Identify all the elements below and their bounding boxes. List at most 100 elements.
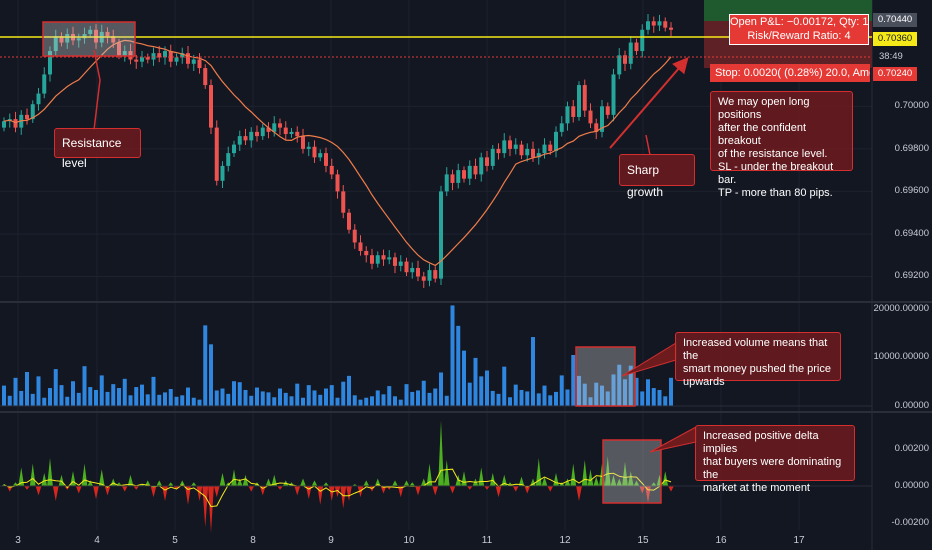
volume-bar [640, 391, 645, 406]
candle-body [571, 106, 576, 117]
price-axis-tick: 0.70000 [894, 100, 929, 112]
volume-bar [456, 325, 461, 406]
delta-area-segment [18, 467, 25, 487]
volume-bar [329, 385, 334, 406]
delta-area-segment [121, 486, 128, 492]
candle-body [490, 148, 495, 166]
candle-body [214, 127, 219, 181]
candle-body [467, 165, 472, 179]
volume-bar [59, 385, 64, 406]
candle-body [416, 267, 420, 277]
volume-bar [628, 365, 633, 406]
delta-area-segment [35, 486, 42, 496]
candle-body [226, 153, 231, 166]
delta-area-segment [495, 486, 502, 498]
delta-area-segment [265, 478, 272, 487]
volume-bar [13, 377, 18, 406]
delta-area-segment [587, 469, 594, 487]
delta-area-segment [432, 486, 439, 496]
candle-body [312, 146, 317, 158]
volume-bar [214, 390, 219, 406]
current-price-label: 0.70440 [873, 13, 917, 27]
delta-area-segment [271, 474, 278, 487]
candle-body [427, 270, 432, 281]
delta-area-segment [541, 476, 548, 487]
price-axis-tick: 0.00000 [894, 480, 929, 492]
delta-area-segment [524, 486, 531, 494]
trade-pnl-box[interactable]: Open P&L: −0.00172, Qty: 124 Risk/Reward… [729, 14, 869, 45]
candle-body [168, 51, 173, 62]
delta-area-segment [374, 478, 381, 487]
volume-bar [278, 388, 282, 406]
volume-note: Increased volume means that the smart mo… [675, 332, 841, 388]
volume-bar [462, 350, 466, 406]
time-axis-tick: 3 [15, 535, 21, 546]
candle-body [582, 85, 587, 111]
volume-bar [260, 391, 265, 406]
candle-body [209, 85, 213, 128]
volume-bar [594, 382, 599, 406]
delta-area-segment [403, 480, 410, 487]
candle-body [554, 131, 558, 151]
volume-bar [203, 325, 208, 406]
candle-body [249, 131, 254, 141]
volume-bar [25, 372, 29, 406]
candle-body [318, 153, 323, 158]
candle-body [398, 261, 403, 266]
candle-body [186, 53, 190, 64]
delta-area-segment [47, 457, 53, 487]
candle-body [278, 123, 282, 128]
price-axis-tick: 0.69600 [894, 185, 929, 197]
volume-bar [243, 389, 248, 406]
candle-body [105, 31, 110, 37]
volume-bar [508, 397, 512, 406]
delta-area-segment [357, 486, 364, 498]
candle-body [243, 136, 248, 141]
volume-bar [651, 388, 656, 406]
delta-area-segment [277, 486, 283, 490]
volume-bar [352, 395, 357, 406]
delta-area-segment [576, 486, 582, 501]
stop-info-box[interactable]: Stop: 0.0020( (0.28%) 20.0, Amo [710, 64, 870, 82]
candle-body [301, 136, 305, 149]
candle-body [48, 51, 52, 75]
volume-bar [122, 378, 127, 406]
delta-area-segment [213, 486, 220, 498]
resistance-note: Resistance level [54, 128, 141, 170]
volume-bar [99, 375, 104, 406]
time-axis-tick: 4 [94, 535, 100, 546]
volume-bar [289, 396, 294, 406]
volume-bar [513, 384, 518, 406]
candle-body [669, 27, 673, 30]
volume-bar [82, 366, 87, 406]
volume-bar [157, 394, 162, 406]
candle-body [393, 257, 397, 266]
candle-body [508, 140, 512, 149]
delta-area-segment [219, 472, 226, 487]
candle-body [600, 106, 604, 132]
delta-area-segment [639, 486, 646, 494]
volume-bar [255, 387, 259, 406]
delta-area-segment [6, 486, 13, 492]
delta-area-segment [300, 478, 306, 487]
volume-bar [669, 377, 673, 406]
delta-area-segment [466, 486, 473, 490]
candle-body [140, 57, 144, 62]
volume-bar [105, 391, 110, 406]
candle-body [13, 119, 18, 128]
volume-bar [634, 377, 639, 406]
price-axis-tick: 0.69400 [894, 227, 929, 239]
volume-bar [140, 384, 144, 406]
volume-bar [53, 369, 58, 406]
candle-body [94, 29, 98, 43]
candle-body [646, 21, 650, 30]
moving-average-line [3, 39, 672, 267]
candle-body [439, 191, 443, 279]
candle-body [260, 127, 265, 137]
volume-bar [88, 387, 93, 406]
volume-bar [559, 375, 564, 406]
candle-body [565, 106, 570, 124]
candle-body [295, 131, 300, 137]
candle-body [548, 144, 553, 151]
volume-bar [467, 382, 472, 406]
